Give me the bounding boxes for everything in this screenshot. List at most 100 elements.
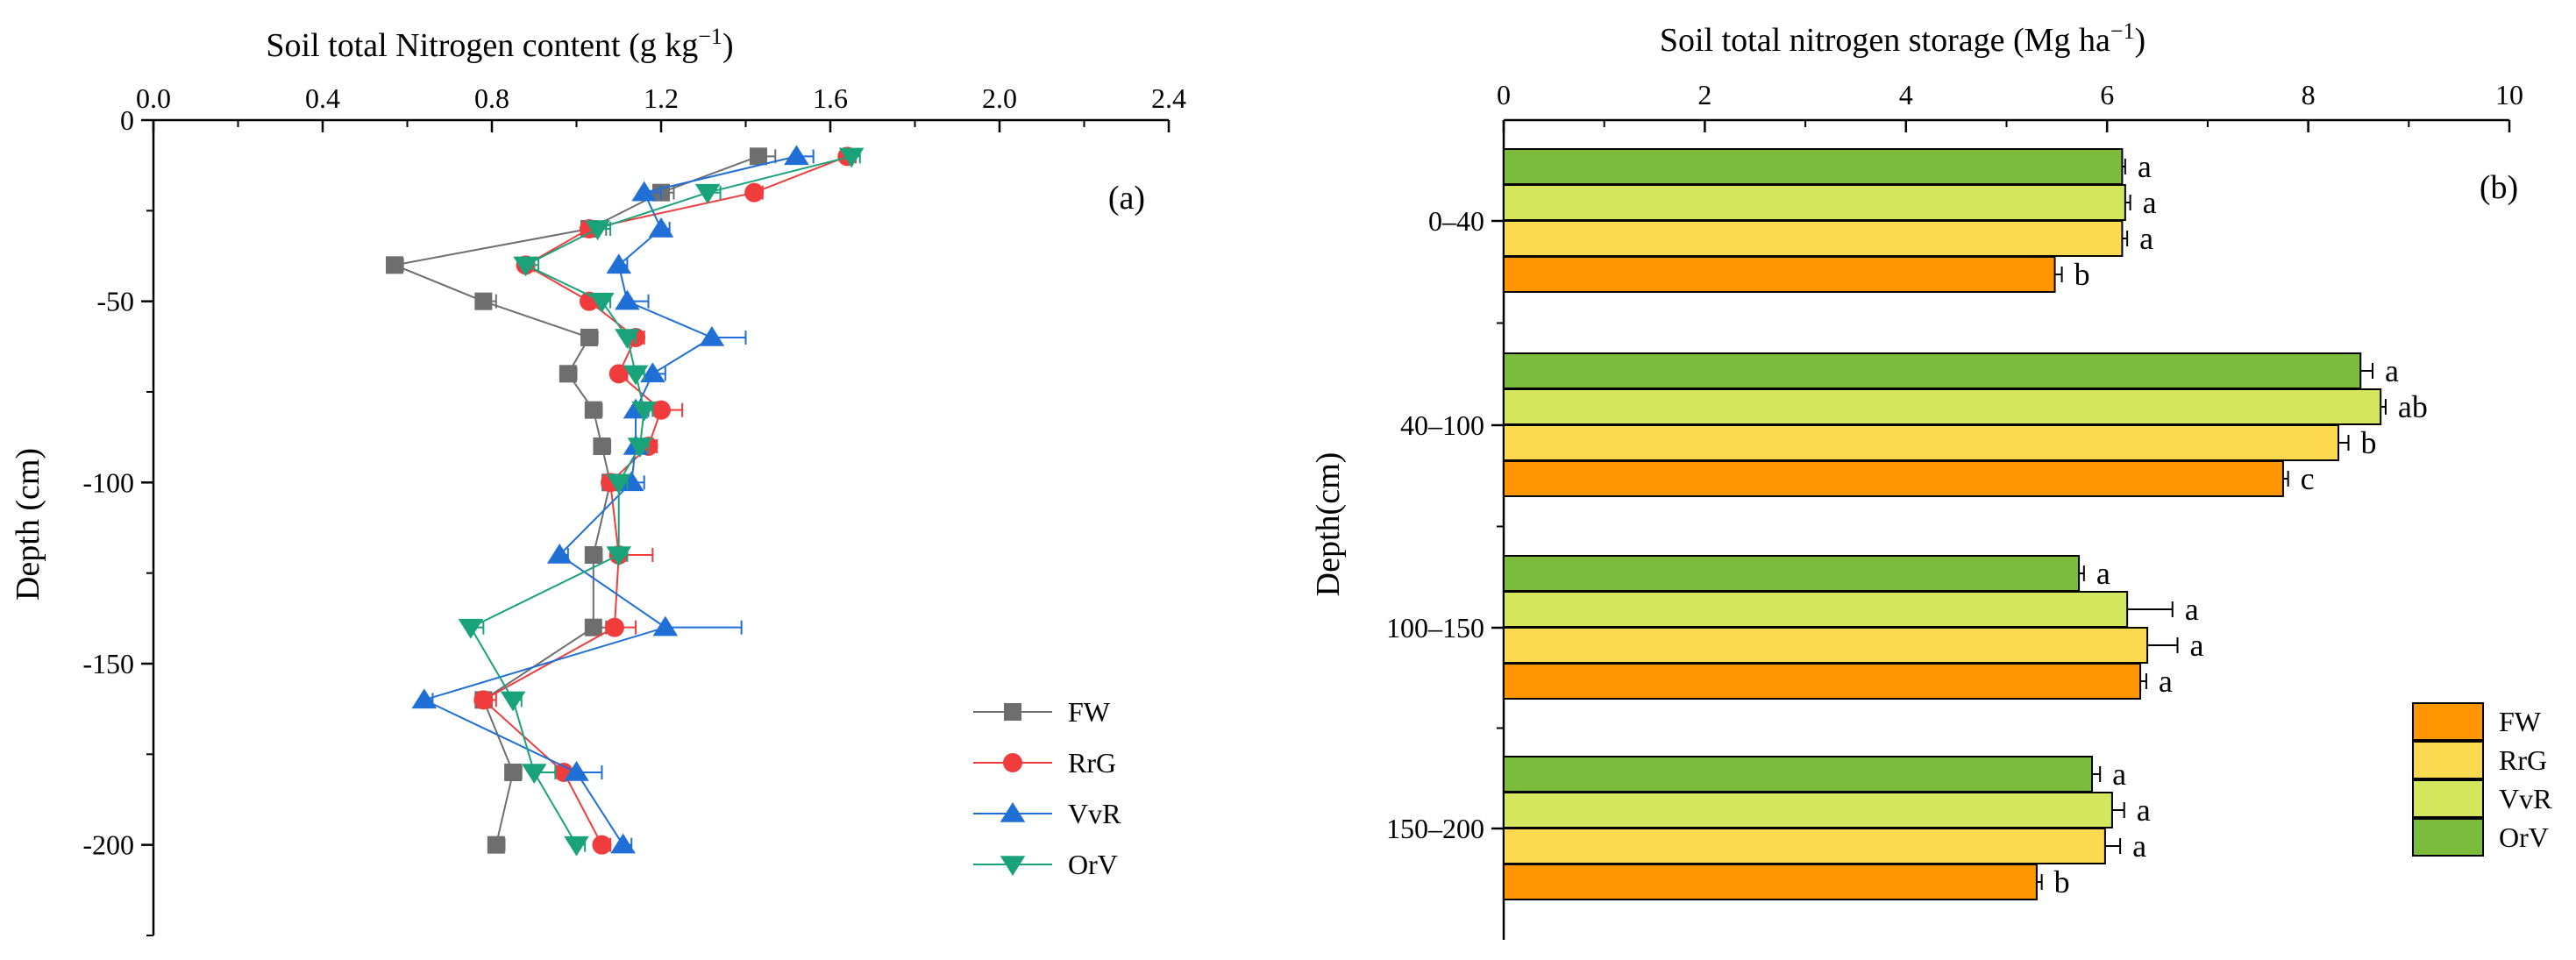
- bar-FW: [1503, 256, 2056, 293]
- panel-a-x-tick-label: 1.2: [644, 82, 679, 114]
- significance-label-VvR: a: [2185, 592, 2199, 627]
- data-point-OrV: [627, 437, 653, 458]
- data-point-VvR: [631, 181, 657, 202]
- significance-label-OrV: a: [2138, 149, 2152, 184]
- legend-marker-FW: [1004, 703, 1021, 721]
- data-point-FW: [487, 836, 505, 854]
- data-point-FW: [504, 764, 523, 781]
- data-point-VvR: [564, 761, 589, 781]
- bar-VvR: [1503, 792, 2113, 828]
- legend-label-VvR: VvR: [1068, 798, 1121, 829]
- panel-a-axes: 0.0 0.4 0.8 1.2 1.6 2.0 2.4 0 -50 -100 -150 -200: [82, 82, 1186, 936]
- bar-VvR: [1503, 388, 2382, 425]
- data-point-FW: [593, 437, 611, 455]
- legend-label-FW: FW: [1068, 696, 1111, 728]
- legend-label-RrG: RrG: [2499, 744, 2547, 776]
- significance-label-RrG: a: [2139, 221, 2153, 256]
- significance-label-VvR: a: [2137, 793, 2151, 828]
- data-point-VvR: [610, 833, 636, 854]
- panel-b-y-tick-label: 100–150: [1386, 612, 1484, 644]
- panel-a-x-tick-label: 2.0: [982, 82, 1017, 114]
- data-point-VvR: [640, 362, 665, 383]
- panel-a-x-tick-label: 0.0: [136, 82, 171, 114]
- significance-label-VvR: ab: [2398, 389, 2428, 424]
- panel-a-y-tick-label: -50: [96, 286, 134, 317]
- data-point-OrV: [694, 183, 721, 204]
- significance-label-FW: b: [2054, 864, 2070, 900]
- panel-a-x-tick-label: 0.4: [305, 82, 340, 114]
- panel-a-y-tick-label: -150: [82, 648, 134, 679]
- panel-b-axes: 0 2 4 6 8 10 0–40 40–100 100–150 150–200: [1386, 79, 2523, 940]
- data-point-FW: [584, 401, 602, 419]
- significance-label-FW: a: [2159, 664, 2173, 699]
- panel-a-x-tick-label: 1.6: [813, 82, 848, 114]
- panel-b-y-tick-label: 40–100: [1400, 409, 1484, 441]
- panel-b-x-tick-label: 0: [1497, 79, 1511, 110]
- data-point-VvR: [546, 544, 573, 564]
- data-point-RrG: [604, 617, 624, 637]
- panel-b-y-tick-label: 0–40: [1428, 205, 1484, 237]
- series-line-FW: [391, 155, 759, 845]
- panel-b-y-axis-title: Depth(cm): [1310, 452, 1347, 597]
- data-point-OrV: [500, 691, 526, 712]
- legend-marker-OrV: [1000, 856, 1026, 876]
- data-point-VvR: [618, 471, 644, 492]
- panel-a-plot-area: [386, 145, 865, 857]
- legend-swatch-RrG: [2412, 741, 2484, 779]
- data-point-VvR: [411, 688, 438, 709]
- data-point-VvR: [784, 145, 809, 166]
- data-point-OrV: [606, 546, 632, 566]
- bar-VvR: [1503, 591, 2129, 628]
- significance-label-FW: b: [2074, 257, 2090, 292]
- panel-a: Soil total Nitrogen content (g kg−1) Dep…: [10, 24, 1186, 936]
- data-point-OrV: [564, 836, 589, 857]
- legend-swatch-OrV: [2412, 818, 2484, 857]
- bar-OrV: [1503, 352, 2362, 389]
- panel-b-x-tick-label: 10: [2495, 79, 2523, 110]
- panel-b-x-tick-label: 8: [2302, 79, 2316, 110]
- legend-label-FW: FW: [2499, 706, 2542, 737]
- panel-b-x-tick-label: 2: [1697, 79, 1711, 110]
- significance-label-VvR: a: [2143, 185, 2157, 220]
- data-point-OrV: [631, 401, 657, 422]
- legend-label-VvR: VvR: [2499, 783, 2552, 814]
- bar-RrG: [1503, 424, 2340, 461]
- data-point-OrV: [615, 329, 640, 349]
- significance-label-RrG: a: [2132, 828, 2146, 864]
- data-point-FW: [386, 256, 404, 274]
- legend-marker-VvR: [1000, 802, 1026, 822]
- data-point-RrG: [592, 835, 612, 855]
- panel-b-x-tick-label: 4: [1899, 79, 1913, 110]
- legend-swatch-FW: [2412, 702, 2484, 741]
- legend-label-OrV: OrV: [1068, 849, 1118, 880]
- data-point-FW: [559, 365, 577, 383]
- data-point-FW: [580, 329, 598, 346]
- data-point-OrV: [585, 220, 610, 240]
- data-point-RrG: [608, 364, 629, 384]
- panel-a-x-tick-label: 2.4: [1151, 82, 1186, 114]
- data-point-OrV: [589, 292, 615, 313]
- panel-a-y-axis-title: Depth (cm): [10, 448, 46, 601]
- panel-a-legend: FW RrG VvR OrV: [973, 696, 1121, 880]
- significance-label-RrG: a: [2189, 628, 2203, 663]
- bar-OrV: [1503, 148, 2124, 185]
- data-point-RrG: [744, 182, 765, 203]
- data-point-VvR: [699, 326, 725, 346]
- data-point-OrV: [521, 764, 547, 784]
- panel-a-label: (a): [1108, 180, 1145, 217]
- data-point-OrV: [458, 618, 484, 639]
- data-point-OrV: [838, 147, 865, 168]
- significance-label-OrV: a: [2385, 353, 2399, 388]
- panel-a-y-tick-label: -200: [82, 829, 134, 861]
- significance-label-FW: c: [2301, 461, 2315, 496]
- panel-b-x-tick-label: 6: [2100, 79, 2114, 110]
- significance-label-RrG: b: [2360, 425, 2376, 460]
- bar-OrV: [1503, 756, 2093, 793]
- data-point-FW: [584, 618, 602, 636]
- significance-label-OrV: a: [2112, 757, 2126, 792]
- panel-b-x-axis-title: Soil total nitrogen storage (Mg ha−1): [1660, 18, 2145, 59]
- legend-label-OrV: OrV: [2499, 821, 2549, 853]
- data-point-OrV: [513, 256, 538, 277]
- bar-RrG: [1503, 828, 2106, 864]
